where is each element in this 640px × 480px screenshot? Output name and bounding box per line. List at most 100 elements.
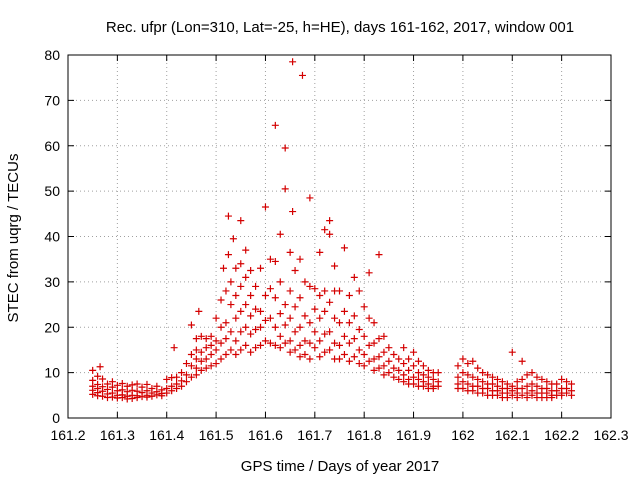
data-point: [257, 264, 265, 272]
data-point: [247, 267, 255, 275]
data-point: [173, 385, 181, 393]
data-point: [326, 346, 334, 354]
data-point: [395, 375, 403, 383]
y-tick-label: 10: [44, 365, 60, 381]
data-point: [538, 375, 546, 383]
data-point: [276, 230, 284, 238]
data-point: [192, 355, 200, 363]
x-tick-label: 162.1: [495, 427, 530, 443]
data-point: [424, 366, 432, 374]
data-point: [350, 273, 358, 281]
x-axis: 161.2 161.3 161.4 161.5 161.6 161.7 161.8 161.9…: [50, 55, 629, 443]
data-point: [286, 287, 294, 295]
data-point: [350, 335, 358, 343]
data-point: [479, 369, 487, 377]
data-point: [192, 371, 200, 379]
data-point: [286, 314, 294, 322]
data-point: [355, 360, 363, 368]
data-point: [434, 382, 442, 390]
data-point: [192, 364, 200, 372]
data-point: [281, 339, 289, 347]
data-point: [410, 380, 418, 388]
data-point: [459, 369, 467, 377]
data-point: [247, 312, 255, 320]
data-point: [523, 394, 531, 402]
data-point: [385, 357, 393, 365]
data-point: [266, 255, 274, 263]
data-point: [252, 305, 260, 313]
data-point: [493, 391, 501, 399]
data-point: [528, 380, 536, 388]
data-point: [237, 260, 245, 268]
data-point: [410, 348, 418, 356]
data-point: [301, 337, 309, 345]
data-point: [168, 387, 176, 395]
data-point: [222, 335, 230, 343]
data-point: [237, 282, 245, 290]
data-point: [316, 353, 324, 361]
x-tick-label: 161.5: [199, 427, 234, 443]
data-point: [385, 344, 393, 352]
data-point: [108, 383, 116, 391]
data-point: [484, 371, 492, 379]
data-point: [414, 357, 422, 365]
data-point: [296, 294, 304, 302]
data-point: [459, 378, 467, 386]
data-point: [227, 278, 235, 286]
data-point: [365, 341, 373, 349]
data-point: [311, 285, 319, 293]
data-point: [390, 364, 398, 372]
data-point: [380, 332, 388, 340]
data-point: [306, 339, 314, 347]
data-point: [390, 350, 398, 358]
x-tick-label: 161.8: [347, 427, 382, 443]
data-point: [192, 346, 200, 354]
data-point: [281, 321, 289, 329]
data-point: [291, 346, 299, 354]
data-point: [237, 307, 245, 315]
data-point: [400, 378, 408, 386]
data-point: [212, 314, 220, 322]
data-point: [400, 360, 408, 368]
data-point: [271, 341, 279, 349]
data-point: [170, 344, 178, 352]
data-point: [217, 296, 225, 304]
data-point: [518, 385, 526, 393]
data-point: [306, 282, 314, 290]
data-point: [128, 394, 136, 402]
data-point: [94, 372, 102, 380]
data-point: [326, 217, 334, 225]
data-point: [242, 301, 250, 309]
data-point: [548, 394, 556, 402]
data-point: [375, 335, 383, 343]
data-point: [345, 339, 353, 347]
data-point: [464, 371, 472, 379]
data-point: [202, 364, 210, 372]
data-point: [336, 287, 343, 295]
data-point: [331, 314, 339, 322]
data-point: [321, 226, 329, 234]
data-point: [350, 312, 358, 320]
data-point: [224, 251, 232, 259]
data-point: [281, 301, 289, 309]
data-point: [311, 328, 319, 336]
data-point: [222, 350, 230, 358]
data-point: [266, 314, 274, 322]
data-point: [163, 389, 171, 397]
data-point: [326, 298, 334, 306]
data-point: [232, 314, 240, 322]
data-point: [281, 185, 289, 193]
data-point: [306, 355, 314, 363]
data-point: [429, 375, 437, 383]
data-point: [375, 364, 383, 372]
x-tick-label: 162: [451, 427, 475, 443]
data-point: [89, 390, 97, 398]
y-tick-label: 0: [52, 410, 60, 426]
data-point: [568, 380, 576, 388]
data-point: [227, 328, 235, 336]
data-point: [182, 360, 190, 368]
data-point: [533, 382, 541, 390]
data-point: [340, 307, 348, 315]
data-point: [474, 364, 482, 372]
